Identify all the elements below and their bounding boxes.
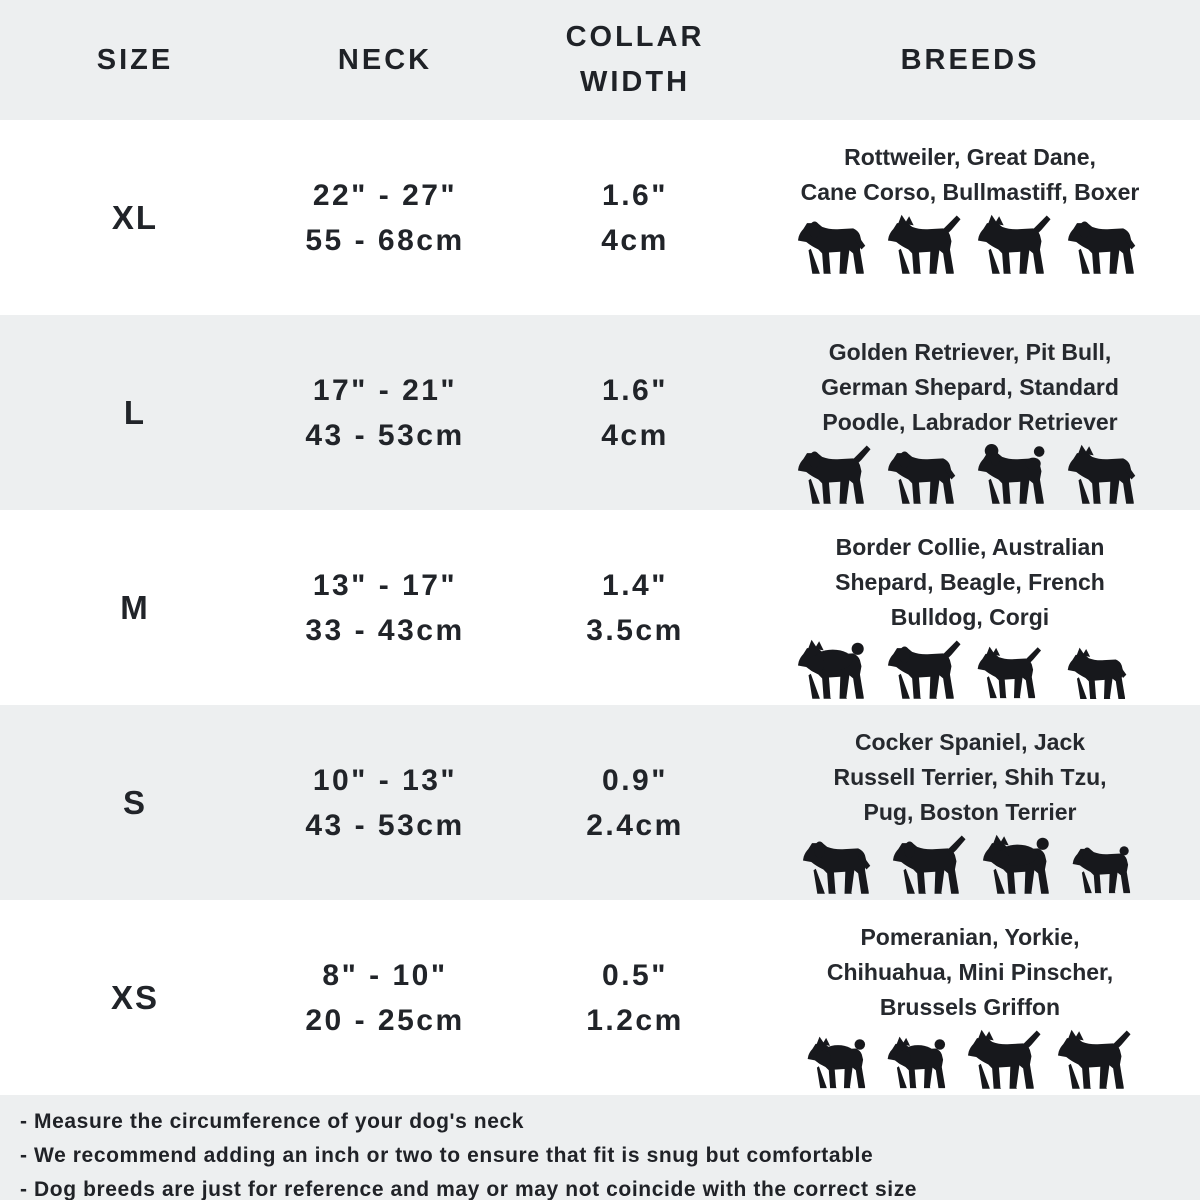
footnote-recommend: - We recommend adding an inch or two to …	[20, 1144, 874, 1167]
corgi-icon	[1057, 647, 1143, 701]
column-header-size: SIZE	[96, 43, 174, 76]
breeds-list: Golden Retriever, Pit Bull, German Shepa…	[821, 339, 1119, 435]
poodle-icon	[977, 444, 1053, 506]
yorkie-icon	[887, 1035, 953, 1091]
table-row: XS 8" - 10" 20 - 25cm 0.5" 1.2cm Pomeran…	[0, 900, 1200, 1095]
breeds-list: Pomeranian, Yorkie, Chihuahua, Mini Pins…	[826, 924, 1114, 1020]
collar-width-cm: 1.2cm	[586, 1003, 684, 1037]
neck-cm: 33 - 43cm	[305, 613, 465, 647]
golden-retriever-icon	[797, 444, 873, 506]
cocker-spaniel-icon	[802, 834, 878, 896]
column-header-collar-width: COLLAR WIDTH	[565, 21, 705, 98]
size-value: XL	[111, 198, 159, 236]
collar-width-inches: 1.6"	[602, 373, 668, 407]
pug-icon	[1072, 840, 1138, 896]
breed-silhouettes	[797, 639, 1143, 701]
breed-silhouettes	[807, 1029, 1133, 1091]
collar-width-inches: 0.5"	[602, 958, 668, 992]
labrador-icon	[887, 444, 963, 506]
footnotes: - Measure the circumference of your dog'…	[0, 1095, 1200, 1200]
pomeranian-icon	[807, 1035, 873, 1091]
collar-width-inches: 1.4"	[602, 568, 668, 602]
shih-tzu-icon	[982, 834, 1058, 896]
breed-silhouettes	[797, 444, 1143, 506]
neck-inches: 8" - 10"	[322, 958, 448, 992]
german-shepherd-icon	[1067, 444, 1143, 506]
table-row: XL 22" - 27" 55 - 68cm 1.6" 4cm Rottweil…	[0, 120, 1200, 315]
table-header: SIZE NECK COLLAR WIDTH BREEDS	[0, 0, 1200, 120]
breeds-list: Rottweiler, Great Dane, Cane Corso, Bull…	[800, 144, 1140, 205]
column-header-neck: NECK	[337, 43, 433, 76]
table-row: S 10" - 13" 43 - 53cm 0.9" 2.4cm Cocker …	[0, 705, 1200, 900]
breeds-list: Cocker Spaniel, Jack Russell Terrier, Sh…	[833, 729, 1107, 825]
neck-inches: 17" - 21"	[312, 373, 458, 407]
rottweiler-icon	[797, 214, 873, 276]
jack-russell-icon	[892, 834, 968, 896]
beagle-icon	[887, 639, 963, 701]
collar-width-cm: 3.5cm	[586, 613, 684, 647]
great-dane-icon	[887, 214, 963, 276]
breeds-list: Border Collie, Australian Shepard, Beagl…	[835, 534, 1105, 630]
column-header-breeds: BREEDS	[900, 43, 1040, 76]
footnote-measure: - Measure the circumference of your dog'…	[20, 1110, 525, 1133]
size-value: XS	[110, 978, 160, 1016]
neck-cm: 43 - 53cm	[305, 418, 465, 452]
bullmastiff-icon	[1067, 214, 1143, 276]
australian-shepherd-icon	[797, 639, 873, 701]
breed-silhouettes	[802, 834, 1138, 896]
neck-cm: 55 - 68cm	[305, 223, 465, 257]
size-value: M	[120, 588, 150, 626]
cane-corso-icon	[977, 214, 1053, 276]
chihuahua-icon	[967, 1029, 1043, 1091]
size-value: S	[122, 783, 147, 821]
collar-width-inches: 1.6"	[602, 178, 668, 212]
collar-width-cm: 4cm	[601, 223, 669, 257]
breed-silhouettes	[797, 214, 1143, 276]
neck-inches: 22" - 27"	[312, 178, 458, 212]
collar-width-cm: 2.4cm	[586, 808, 684, 842]
neck-inches: 10" - 13"	[312, 763, 458, 797]
table-row: L 17" - 21" 43 - 53cm 1.6" 4cm Golden Re…	[0, 315, 1200, 510]
table-row: M 13" - 17" 33 - 43cm 1.4" 3.5cm Border …	[0, 510, 1200, 705]
footnote-reference: - Dog breeds are just for reference and …	[20, 1178, 918, 1200]
size-value: L	[123, 393, 147, 431]
neck-cm: 43 - 53cm	[305, 808, 465, 842]
collar-width-cm: 4cm	[601, 418, 669, 452]
collar-width-inches: 0.9"	[602, 763, 668, 797]
french-bulldog-icon	[977, 645, 1043, 701]
mini-pinscher-icon	[1057, 1029, 1133, 1091]
neck-inches: 13" - 17"	[312, 568, 458, 602]
neck-cm: 20 - 25cm	[305, 1003, 465, 1037]
